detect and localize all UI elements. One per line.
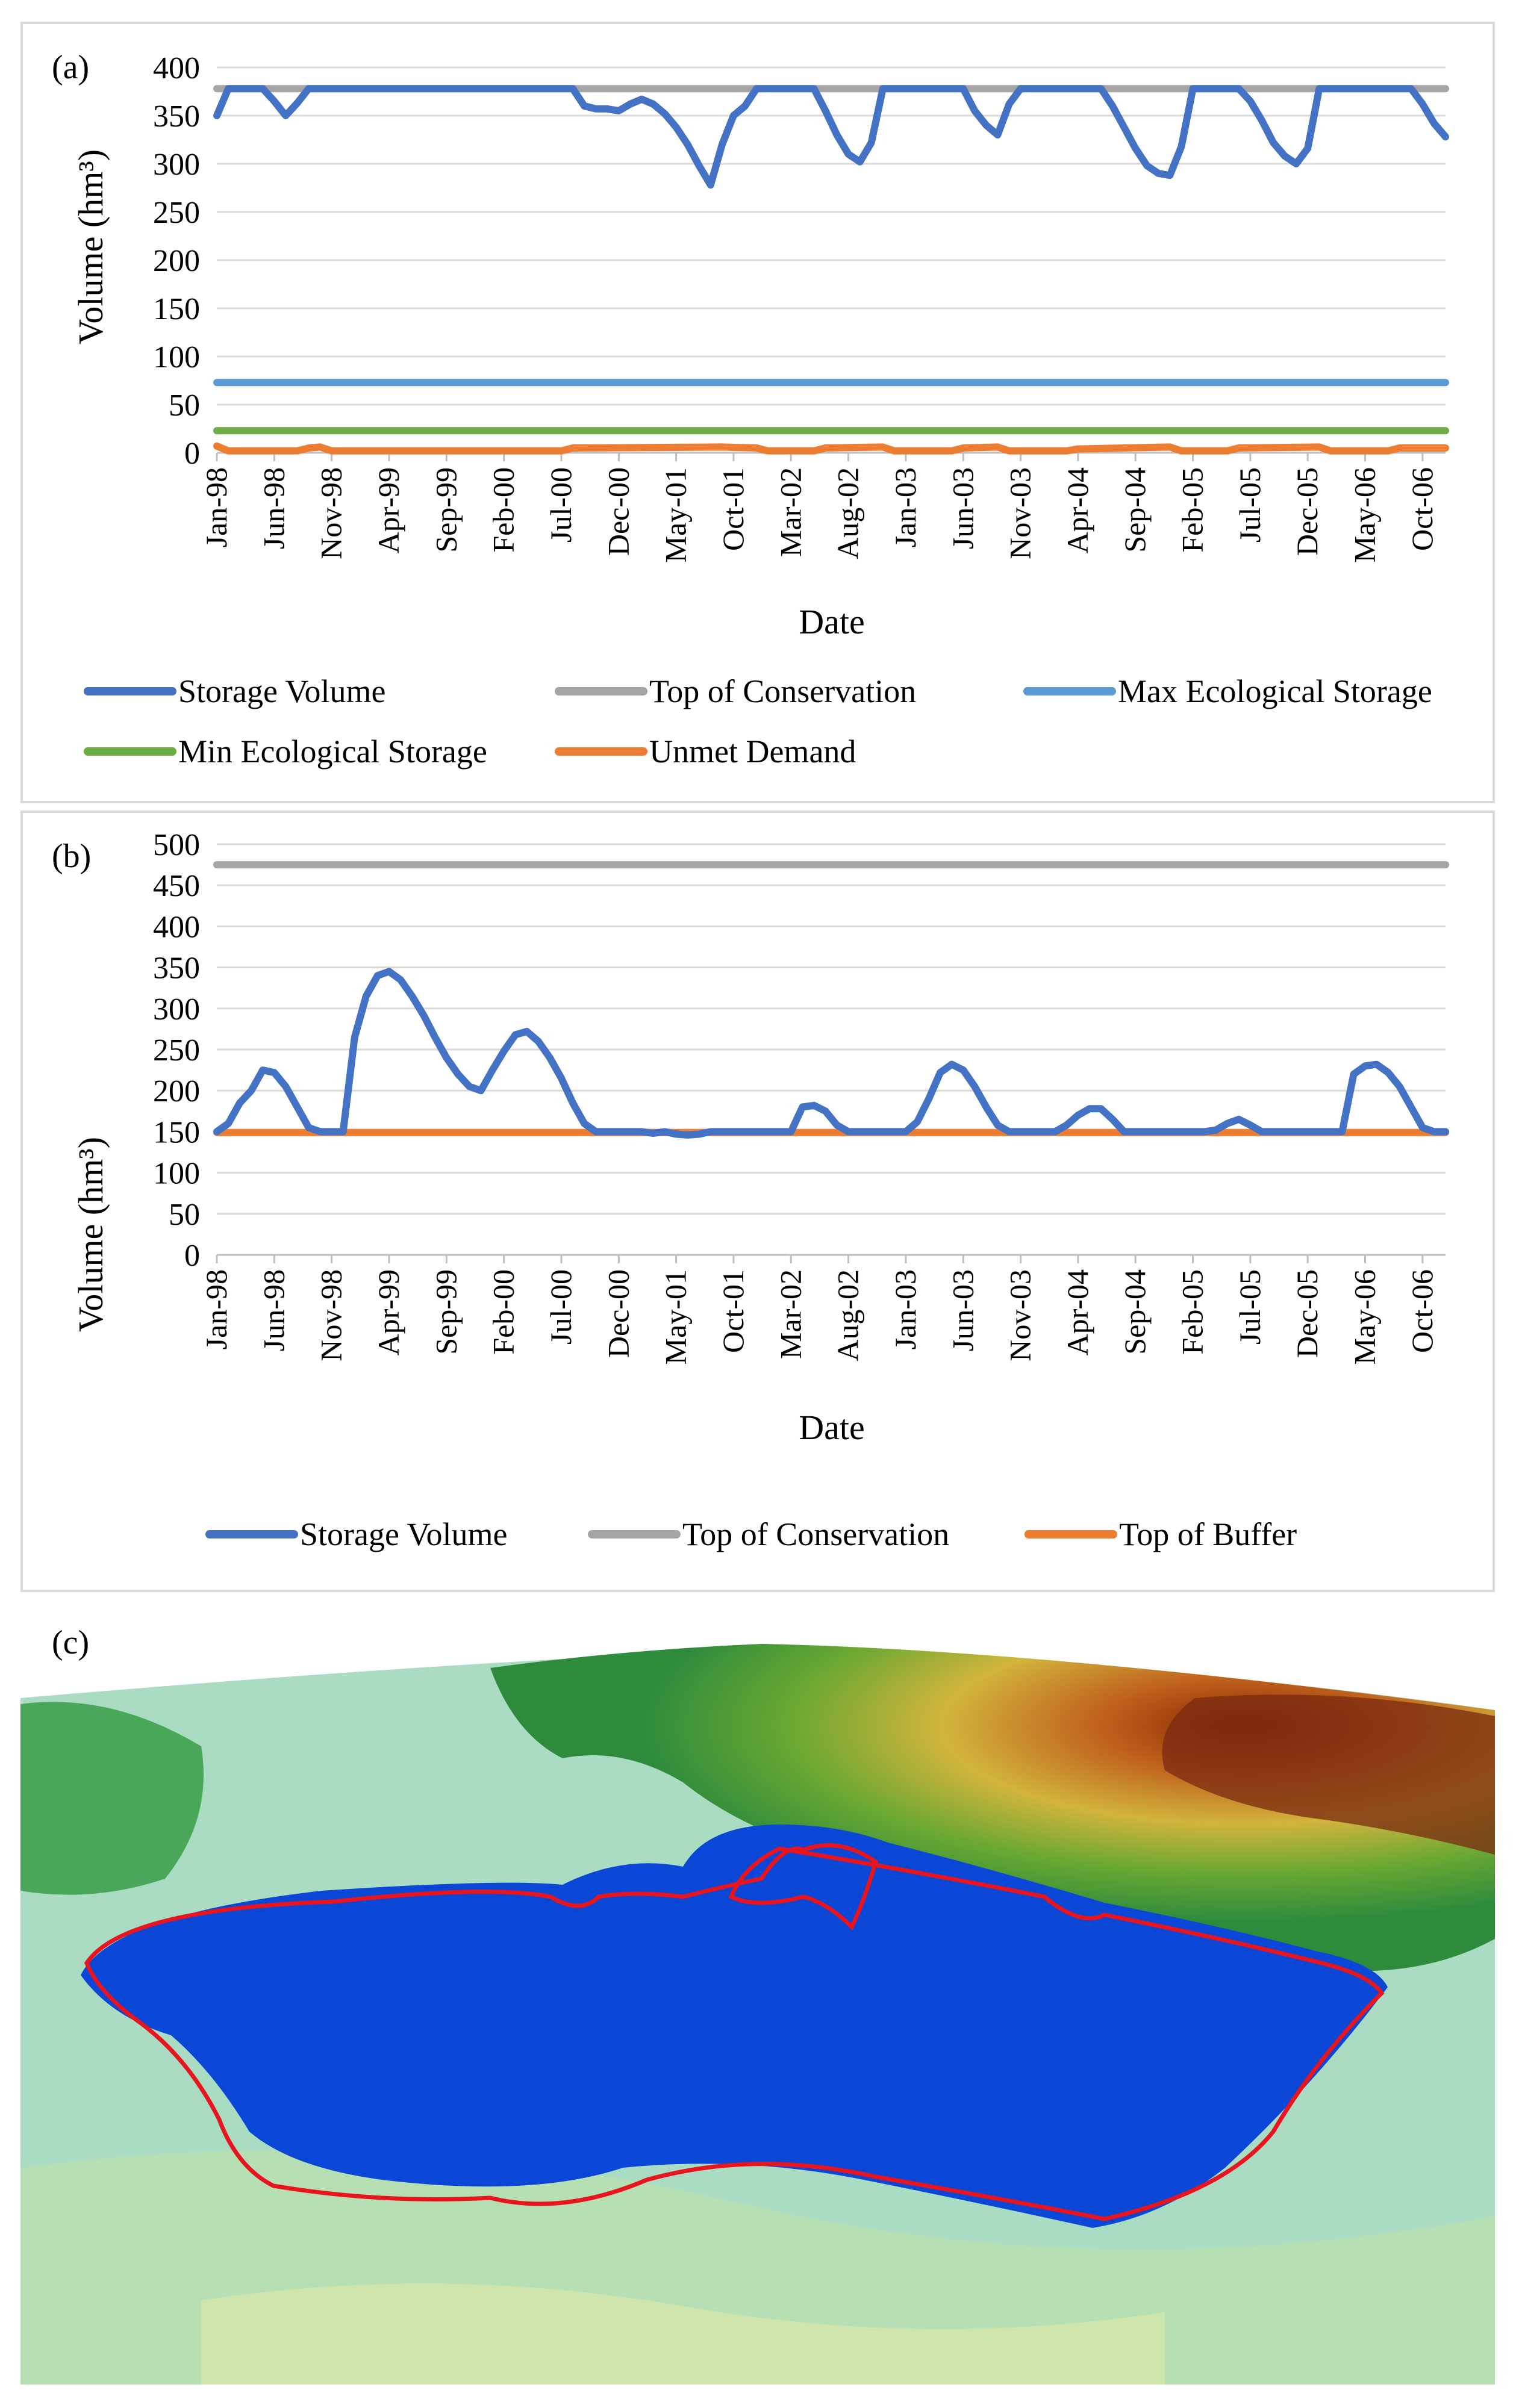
- x-tick-label: Jul-00: [544, 1269, 578, 1345]
- x-tick-label: Sep-04: [1118, 1269, 1152, 1355]
- y-tick-label: 400: [153, 51, 200, 86]
- chart-b-svg: (b) 0 50 100 150 200 250 300 350 400 450 500 Jan-9…: [52, 828, 1449, 1552]
- y-tick-label: 300: [153, 148, 200, 182]
- y-tick-label: 350: [153, 951, 200, 986]
- panel-label-b: (b): [52, 838, 91, 875]
- y-tick-label: 0: [184, 437, 200, 471]
- x-tick-label: Nov-98: [314, 1269, 348, 1361]
- terrain-mountain-peak: [1162, 1694, 1495, 1855]
- panel-label-a: (a): [52, 49, 89, 86]
- x-tick-label: Jun-98: [257, 1269, 290, 1351]
- x-tick-label: May-01: [659, 467, 693, 562]
- y-tick-label: 450: [153, 869, 200, 903]
- x-tick-label: Apr-04: [1061, 467, 1094, 553]
- y-tick-label: 250: [153, 1033, 200, 1068]
- y-tick-label: 350: [153, 99, 200, 134]
- y-tick-label: 200: [153, 1074, 200, 1109]
- legend-label: Top of Buffer: [1119, 1516, 1297, 1552]
- terrain-map-panel: (c): [20, 1624, 1495, 2385]
- series-storage-volume: [213, 85, 1449, 189]
- y-tick-label: 150: [153, 1115, 200, 1150]
- x-tick-label: Jan-03: [888, 467, 922, 547]
- y-axis-label-a: Volume (hm³): [71, 149, 110, 344]
- x-tick-label: Dec-00: [601, 467, 635, 556]
- y-axis-label-b: Volume (hm³): [71, 1137, 110, 1332]
- x-tick-label: Oct-01: [716, 1269, 750, 1353]
- x-tick-label: Nov-03: [1003, 467, 1037, 559]
- x-tick-label: Mar-02: [773, 1269, 807, 1359]
- y-tick-label: 300: [153, 992, 200, 1027]
- legend-label: Unmet Demand: [649, 733, 856, 770]
- legend-label: Storage Volume: [178, 673, 386, 709]
- x-tick-label: Sep-99: [429, 467, 463, 553]
- x-tick-label: Jul-05: [1233, 467, 1267, 543]
- y-tick-label: 200: [153, 244, 200, 278]
- y-tick-label: 0: [184, 1239, 200, 1273]
- legend-label: Min Ecological Storage: [178, 733, 487, 770]
- x-tick-label: Nov-98: [314, 467, 348, 559]
- x-tick-label: Mar-02: [773, 467, 807, 557]
- y-tick-label: 400: [153, 910, 200, 944]
- reservoir-water: [81, 1825, 1388, 2228]
- legend-label: Storage Volume: [300, 1516, 508, 1552]
- x-axis-label-a: Date: [799, 602, 865, 641]
- x-tick-label: Jul-00: [544, 467, 578, 543]
- y-tick-label: 100: [153, 1157, 200, 1191]
- y-tick-label: 150: [153, 292, 200, 326]
- x-tick-label: Oct-01: [716, 467, 750, 551]
- x-tick-label: Sep-99: [429, 1269, 463, 1355]
- x-tick-label: Dec-05: [1290, 1269, 1324, 1358]
- x-tick-label: Jun-03: [946, 1269, 979, 1351]
- x-tick-label: Aug-02: [831, 1269, 865, 1361]
- legend-label: Top of Conservation: [682, 1516, 949, 1552]
- x-tick-label: Jun-03: [946, 467, 979, 549]
- series-unmet-demand: [213, 442, 1449, 455]
- x-tick-label: Jan-98: [199, 467, 233, 547]
- x-tick-label: Dec-05: [1290, 467, 1324, 556]
- x-tick-label: May-06: [1348, 1269, 1382, 1364]
- x-tick-label: Jun-98: [257, 467, 290, 549]
- x-tick-label: Jan-98: [199, 1269, 233, 1349]
- reservoir-boundary: [84, 1843, 1385, 2221]
- x-tick-label: Apr-99: [372, 467, 405, 553]
- x-tick-label: May-01: [659, 1269, 693, 1364]
- x-tick-label: Jan-03: [888, 1269, 922, 1349]
- x-tick-label: Apr-99: [372, 1269, 405, 1355]
- x-tick-label: Sep-04: [1118, 467, 1152, 553]
- panel-label-c: (c): [52, 1626, 89, 1661]
- y-tick-label: 250: [153, 196, 200, 230]
- x-tick-label: Feb-05: [1176, 1269, 1209, 1355]
- x-tick-label: Nov-03: [1003, 1269, 1037, 1361]
- x-tick-label: Feb-00: [487, 467, 520, 553]
- x-tick-label: Feb-05: [1176, 467, 1209, 553]
- chart-a-svg: (a) 0 50 100 150 200 250 300 350 400 Jan-98 Jun-9…: [52, 49, 1449, 770]
- x-tick-label: Dec-00: [601, 1269, 635, 1358]
- terrain-hills-left: [20, 1702, 204, 1895]
- x-tick-label: Aug-02: [831, 467, 865, 559]
- legend-label: Max Ecological Storage: [1118, 673, 1432, 709]
- series-storage-volume: [213, 968, 1449, 1139]
- terrain-map-svg: (c): [20, 1624, 1495, 2385]
- chart-panel-b: (b) 0 50 100 150 200 250 300 350 400 450 500 Jan-9…: [20, 810, 1495, 1592]
- y-tick-label: 50: [169, 388, 200, 423]
- x-tick-label: Oct-06: [1405, 1269, 1439, 1353]
- x-tick-label: Feb-00: [487, 1269, 520, 1355]
- legend-label: Top of Conservation: [649, 673, 916, 709]
- terrain-lowland-yellow: [201, 2283, 1165, 2385]
- x-axis-label-b: Date: [799, 1408, 865, 1447]
- y-tick-label: 50: [169, 1198, 200, 1232]
- y-tick-label: 500: [153, 828, 200, 862]
- x-tick-label: Jul-05: [1233, 1269, 1267, 1345]
- chart-panel-a: (a) 0 50 100 150 200 250 300 350 400 Jan-98 Jun-9…: [20, 22, 1495, 803]
- x-tick-label: Apr-04: [1061, 1269, 1094, 1355]
- x-tick-label: May-06: [1348, 467, 1382, 562]
- y-tick-label: 100: [153, 340, 200, 375]
- x-tick-label: Oct-06: [1405, 467, 1439, 551]
